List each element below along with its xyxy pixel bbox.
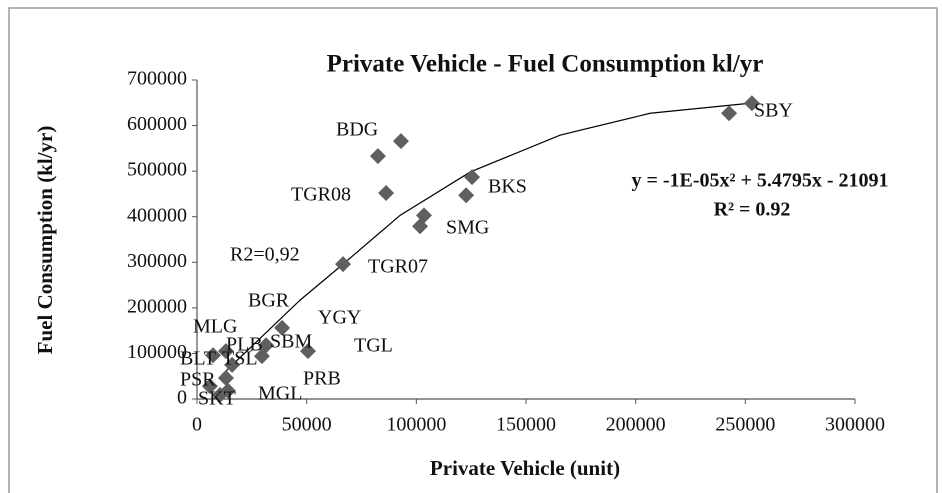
trendline [221, 102, 750, 376]
point-label: TGL [354, 335, 393, 357]
point [392, 133, 409, 150]
y-tick-label: 700000 [127, 68, 187, 90]
point-label: BGR [248, 290, 290, 312]
point-label: PLB [226, 334, 263, 356]
r-squared: R² = 0.92 [714, 199, 791, 221]
point [274, 319, 291, 336]
point [299, 343, 316, 360]
point [224, 356, 241, 373]
point [458, 187, 475, 204]
x-tick-label: 200000 [606, 414, 666, 436]
x-tick-label: 300000 [825, 414, 885, 436]
y-tick-label: 400000 [127, 204, 187, 226]
y-tick-label: 100000 [127, 341, 187, 363]
x-tick-label: 150000 [496, 414, 556, 436]
point [258, 337, 275, 354]
point-label: SBY [754, 100, 793, 122]
x-tick-label: 50000 [282, 414, 332, 436]
point [721, 105, 738, 122]
point [217, 343, 234, 360]
point-label: TGR07 [368, 256, 428, 278]
point-label: YGY [318, 307, 361, 329]
point-label: BLT [180, 348, 216, 370]
x-tick-label: 100000 [386, 414, 446, 436]
point-label: SMG [446, 217, 489, 239]
point [378, 185, 395, 202]
y-tick-label: 600000 [127, 113, 187, 135]
trend-equation: y = -1E-05x² + 5.4795x - 21091 [631, 170, 888, 192]
y-tick-label: 0 [177, 387, 187, 409]
point-label: PRB [303, 368, 341, 390]
point [464, 169, 481, 186]
point-label: TSL [222, 348, 258, 370]
point [743, 95, 760, 112]
point-label: R2=0,92 [230, 244, 300, 266]
point-label: BDG [336, 119, 378, 141]
y-axis-label: Fuel Consumption (kl/yr) [33, 126, 57, 355]
chart-border [8, 7, 938, 493]
y-tick-label: 300000 [127, 250, 187, 272]
point-label: MLG [193, 316, 237, 338]
point-label: SKT [198, 388, 236, 410]
point-label: SBM [270, 331, 312, 353]
point-label: PSR [180, 369, 216, 391]
point [205, 347, 222, 364]
point [217, 370, 234, 387]
point-label: BKS [488, 176, 527, 198]
chart-title: Private Vehicle - Fuel Consumption kl/yr [327, 51, 764, 78]
point [369, 148, 386, 165]
point-label: TGR08 [291, 184, 351, 206]
point [212, 386, 229, 403]
point [335, 256, 352, 273]
x-axis-label: Private Vehicle (unit) [430, 456, 620, 480]
y-tick-label: 200000 [127, 295, 187, 317]
point [412, 218, 429, 235]
point [201, 378, 218, 395]
x-tick-label: 0 [192, 414, 202, 436]
x-tick-label: 250000 [715, 414, 775, 436]
point-label: MGL [258, 383, 302, 405]
y-tick-label: 500000 [127, 159, 187, 181]
